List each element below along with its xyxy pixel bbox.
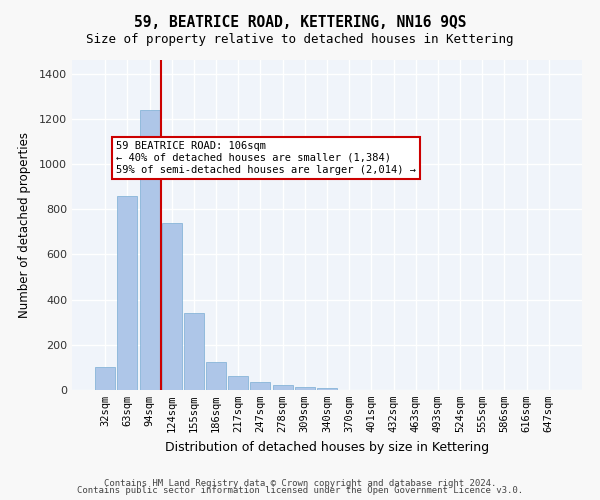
Bar xyxy=(118,196,137,390)
Text: Size of property relative to detached houses in Kettering: Size of property relative to detached ho… xyxy=(86,32,514,46)
Text: 59 BEATRICE ROAD: 106sqm
← 40% of detached houses are smaller (1,384)
59% of sem: 59 BEATRICE ROAD: 106sqm ← 40% of detach… xyxy=(116,142,416,174)
Text: 59, BEATRICE ROAD, KETTERING, NN16 9QS: 59, BEATRICE ROAD, KETTERING, NN16 9QS xyxy=(134,15,466,30)
Text: Contains HM Land Registry data © Crown copyright and database right 2024.: Contains HM Land Registry data © Crown c… xyxy=(104,478,496,488)
X-axis label: Distribution of detached houses by size in Kettering: Distribution of detached houses by size … xyxy=(165,440,489,454)
Bar xyxy=(206,362,226,390)
Bar xyxy=(250,382,271,390)
Bar xyxy=(317,388,337,390)
Text: Contains public sector information licensed under the Open Government Licence v3: Contains public sector information licen… xyxy=(77,486,523,495)
Bar xyxy=(162,222,182,390)
Bar xyxy=(272,386,293,390)
Bar xyxy=(140,110,160,390)
Bar xyxy=(184,313,204,390)
Bar xyxy=(228,376,248,390)
Bar xyxy=(95,368,115,390)
Bar xyxy=(295,386,315,390)
Y-axis label: Number of detached properties: Number of detached properties xyxy=(17,132,31,318)
